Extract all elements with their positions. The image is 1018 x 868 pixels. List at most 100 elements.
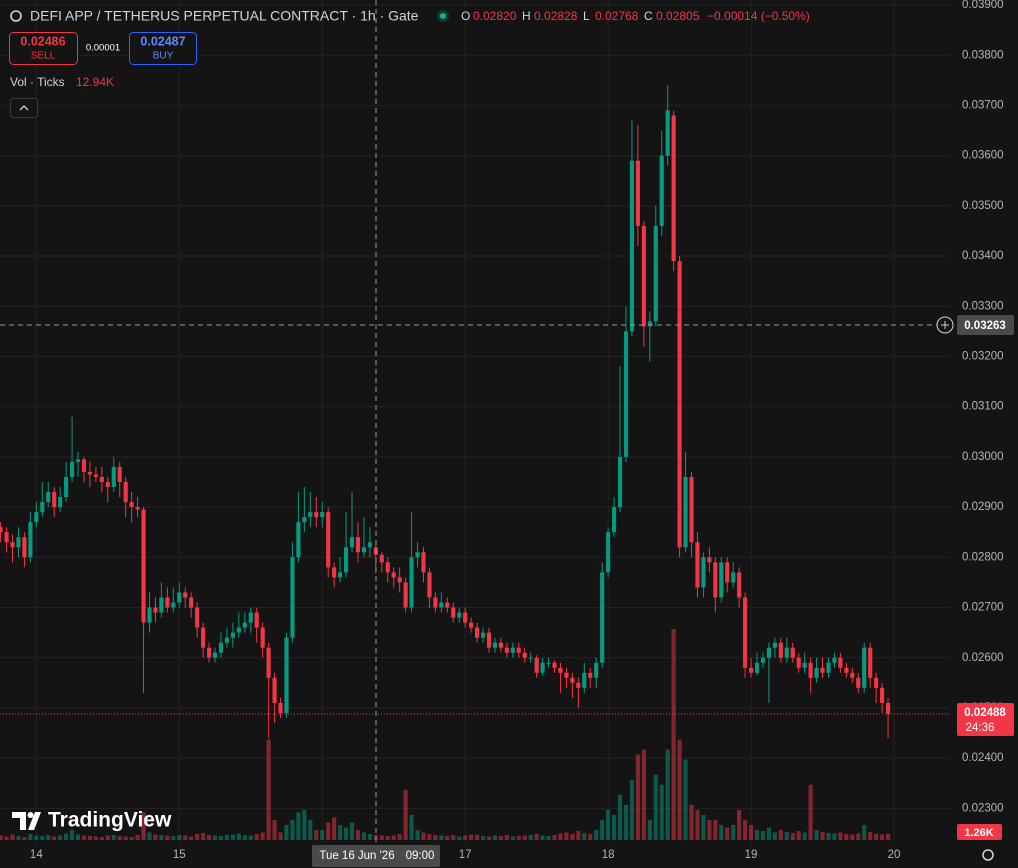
volume-bar <box>754 829 760 840</box>
candle-body <box>165 597 170 608</box>
candle-body <box>403 582 408 608</box>
volume-bar <box>99 836 104 840</box>
volume-bar <box>332 817 337 840</box>
volume-bar <box>367 833 372 840</box>
candle-body <box>683 476 688 548</box>
candle-body <box>34 512 39 523</box>
volume-bar <box>582 832 587 840</box>
candle-body <box>874 677 879 688</box>
crosshair-price-box <box>957 315 1014 335</box>
collapse-button[interactable] <box>10 98 38 118</box>
volume-bar <box>308 819 313 840</box>
candle-body <box>445 602 450 608</box>
volume-bar <box>862 824 867 840</box>
volume-bar <box>844 833 849 840</box>
volume-bar <box>260 832 265 840</box>
candle-body <box>147 607 152 623</box>
volume-bar <box>594 829 599 840</box>
volume-bar <box>611 814 617 840</box>
x-tick-label: 14 <box>30 849 43 861</box>
y-tick-label: 0.02700 <box>962 602 1004 614</box>
volume-bar <box>135 834 140 840</box>
buy-price[interactable]: 0.02487 <box>140 34 185 48</box>
volume-bar <box>385 835 390 840</box>
x-tick-label: 20 <box>888 849 901 861</box>
candle-body <box>611 507 617 533</box>
candle-body <box>713 562 718 598</box>
candle-body <box>236 627 241 633</box>
volume-bar <box>772 832 777 840</box>
volume-bar <box>87 835 93 840</box>
volume-bar <box>540 835 545 840</box>
candle-body <box>838 657 843 668</box>
sell-label[interactable]: SELL <box>31 51 56 62</box>
candle-body <box>766 647 772 658</box>
volume-bar <box>403 789 408 840</box>
volume-bar <box>16 835 21 840</box>
volume-bar <box>415 829 420 840</box>
candle-body <box>826 662 831 673</box>
volume-bar <box>492 835 498 840</box>
countdown: 24:36 <box>966 722 995 734</box>
volume-bar <box>379 835 384 840</box>
candle-body <box>379 554 384 563</box>
volume-bar <box>159 834 164 840</box>
volume-bar <box>463 835 468 840</box>
y-tick-label: 0.03900 <box>962 0 1004 11</box>
candle-body <box>802 662 807 668</box>
volume-bar <box>266 739 271 840</box>
x-tick-label: 17 <box>459 849 472 861</box>
buy-label[interactable]: BUY <box>153 51 174 62</box>
volume-bar <box>278 832 283 840</box>
ohlc-value: 0.02768 <box>595 9 639 23</box>
candle-body <box>16 537 21 548</box>
candle-body <box>850 672 855 678</box>
volume-bar <box>302 809 307 840</box>
volume-bar <box>451 834 456 840</box>
candle-body <box>868 647 873 678</box>
volume-bar <box>838 832 843 840</box>
volume-bar <box>808 784 813 840</box>
volume-bar <box>314 829 319 840</box>
volume-bar <box>885 833 891 840</box>
candle-body <box>760 657 766 663</box>
volume-bar <box>647 819 652 840</box>
candle-body <box>242 622 247 628</box>
candle-body <box>689 476 694 543</box>
volume-bar <box>641 749 646 840</box>
candle-body <box>427 572 432 598</box>
y-tick-label: 0.02300 <box>962 802 1004 814</box>
y-tick-label: 0.03600 <box>962 150 1004 162</box>
volume-bar <box>69 829 75 840</box>
sell-price[interactable]: 0.02486 <box>20 34 65 48</box>
volume-bar <box>4 836 9 840</box>
settings-icon[interactable] <box>982 849 994 861</box>
candle-body <box>415 552 420 558</box>
candle-body <box>206 647 212 658</box>
volume-bar <box>224 834 230 840</box>
ohlc-value: 0.02805 <box>656 9 700 23</box>
collapse-icon[interactable] <box>19 105 29 111</box>
y-tick-label: 0.03100 <box>962 401 1004 413</box>
last-volume-box <box>957 824 1002 840</box>
candle-body <box>385 562 390 573</box>
buy-button[interactable] <box>129 32 197 65</box>
candle-body <box>594 662 599 678</box>
volume-bar <box>766 827 772 840</box>
volume-bar <box>528 834 533 840</box>
change-label: −0.00014 (−0.50%) <box>707 9 810 23</box>
volume-bar <box>201 832 206 840</box>
candle-body <box>183 592 188 598</box>
volume-bar <box>272 819 277 840</box>
add-alert-plus[interactable] <box>941 321 949 329</box>
candle-body <box>308 512 313 518</box>
volume-bar <box>248 835 253 840</box>
candle-body <box>111 466 116 488</box>
candle-body <box>492 642 498 648</box>
volume-bar <box>790 832 795 840</box>
candle-body <box>349 537 355 548</box>
sell-button[interactable] <box>9 32 78 65</box>
candle-body <box>272 677 277 703</box>
candle-body <box>647 321 652 327</box>
